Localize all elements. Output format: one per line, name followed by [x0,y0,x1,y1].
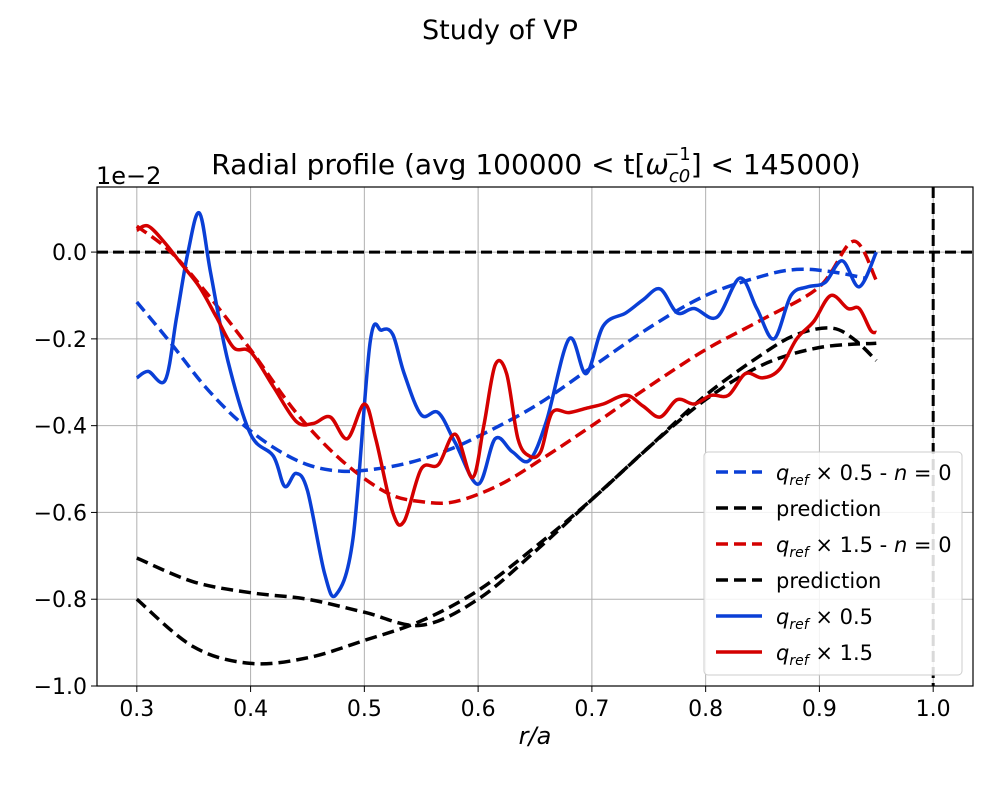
series-line-0 [135,267,866,474]
series-line-5 [135,223,878,527]
y-tick-label-5: 0.0 [52,241,87,266]
y-tick-label-3: −0.4 [34,415,87,440]
series-line-1 [135,341,877,666]
y-offset-label: 1e−2 [96,162,161,190]
ticks: 0.3 0.4 0.5 0.6 0.7 0.8 0.9 1.0 −1.0 −0.8 −0.6 −0.4… [34,241,951,722]
x-tick-label-5: 0.8 [688,697,723,722]
x-tick-label-0: 0.3 [119,697,154,722]
legend: qref × 0.5 - n = 0 prediction qref × 1.5 -… [703,451,963,676]
series-line-3 [136,326,878,628]
figure-suptitle: Study of VP [422,15,578,46]
chart-title: Radial profile (avg 100000 < t[ωc0−1] < … [211,144,860,187]
x-axis-label: r/a [519,722,552,750]
legend-box [703,451,963,676]
y-tick-label-0: −1.0 [34,675,87,700]
legend-label-4: qref × 0.5 [776,605,873,633]
chart-title-prefix: Radial profile (avg 100000 < t[ [211,148,645,181]
x-tick-label-2: 0.5 [347,697,382,722]
chart-title-superscript: −1 [664,144,691,165]
x-tick-label-3: 0.6 [461,697,496,722]
y-tick-label-1: −0.8 [34,588,87,613]
series-line-4 [135,211,878,599]
series [135,211,878,666]
x-tick-label-6: 0.9 [802,697,837,722]
x-tick-label-4: 0.7 [574,697,609,722]
legend-label-1: prediction [776,497,881,521]
chart-title-symbol: ω [645,148,668,181]
chart-title-subscript: c0 [669,166,690,187]
y-tick-label-2: −0.6 [34,501,87,526]
legend-label-2: qref × 1.5 - n = 0 [776,533,952,561]
legend-label-5: qref × 1.5 [776,641,873,669]
y-tick-label-4: −0.2 [34,328,87,353]
legend-label-0: qref × 0.5 - n = 0 [776,461,952,489]
chart-title-suffix: ] < 145000) [691,148,861,181]
x-tick-label-1: 0.4 [233,697,268,722]
plot-frame [96,186,974,687]
x-tick-label-7: 1.0 [916,697,951,722]
series-line-2 [135,224,878,505]
reference-lines [97,187,973,686]
legend-label-3: prediction [776,569,881,593]
